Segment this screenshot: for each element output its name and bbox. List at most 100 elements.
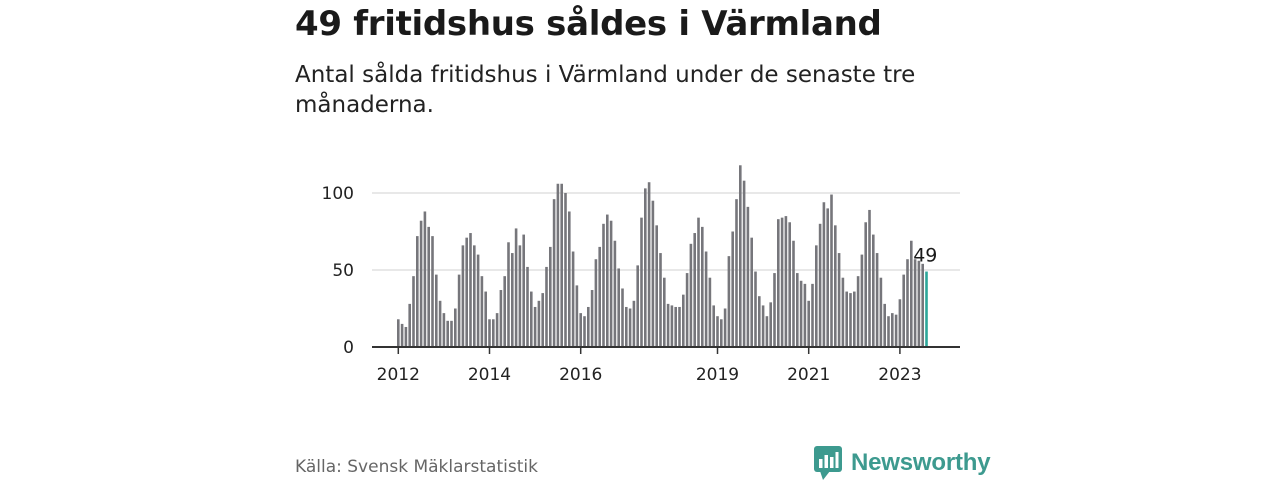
bar [883,303,886,347]
bar [602,223,605,347]
bar [917,260,921,347]
bar [552,199,556,347]
brand-name: Newsworthy [851,449,991,476]
bar [670,305,674,347]
bar-chart-speech-bubble-icon [814,446,842,480]
bar [457,274,461,347]
bar [416,236,419,347]
bar [826,208,829,347]
bar [404,326,408,347]
bar [621,288,624,347]
bar [480,276,484,347]
bar [689,243,693,347]
bar [902,274,905,347]
bar [617,268,620,347]
bar [735,199,738,347]
bar [815,245,818,347]
bar [784,216,788,347]
bar [427,226,430,347]
bar [803,283,807,347]
bar [514,228,518,347]
bar [419,220,423,347]
x-tick-label: 2021 [787,365,830,385]
bar [716,316,719,347]
bar [609,220,613,347]
bar [560,183,563,347]
bar [594,259,598,347]
bar [868,209,871,347]
bar [533,306,537,347]
bar [628,308,632,347]
bar [750,237,753,347]
bar [606,214,609,347]
bar [841,277,845,347]
bar [590,290,594,347]
bar [651,200,655,347]
bar [758,296,761,347]
bar [598,246,601,347]
bar [811,283,814,347]
bar [518,245,522,347]
bar [571,251,575,347]
y-tick-label: 0 [343,338,354,358]
bar [712,305,715,347]
bar [693,233,696,347]
bar [701,226,704,347]
bar [864,222,867,347]
bar [663,277,666,347]
bar [891,313,894,347]
bar [894,314,898,347]
bar [632,300,636,347]
bar [754,271,757,347]
bar [761,305,765,347]
bar [875,253,879,347]
bar [879,277,883,347]
bar [655,225,658,347]
bar [739,165,742,347]
bar [575,285,579,347]
bar [526,266,529,347]
bar [777,219,780,347]
bar [408,303,411,347]
bar [537,300,541,347]
bar [788,222,791,347]
x-tick-label: 2016 [559,365,602,385]
bar [549,246,552,347]
x-axis-ticks: 2012 2014 2016 2019 2021 2023 [377,347,922,385]
bar [674,306,677,347]
bars [397,165,928,347]
x-tick-label: 2012 [377,365,420,385]
newsworthy-logo[interactable]: Newsworthy [814,446,991,480]
bar [727,256,731,347]
bar [807,300,810,347]
bar [473,245,476,347]
bar [400,323,404,347]
x-tick-label: 2014 [468,365,511,385]
bar [579,313,582,347]
bar [397,319,400,347]
chart-title: 49 fritidshus såldes i Värmland [295,4,882,44]
bar [906,259,909,347]
bar [723,308,727,347]
bar [910,240,913,347]
bar [659,253,662,347]
bar [587,306,590,347]
bar [636,265,639,347]
bar [484,291,487,347]
bar [818,223,822,347]
bar [682,294,685,347]
bar [511,253,514,347]
bar [780,217,784,347]
bar [613,240,617,347]
bar [435,274,438,347]
bar [465,237,468,347]
bar [830,194,833,347]
bar [769,302,772,347]
bar [438,300,442,347]
bar [742,180,746,347]
bar [773,273,776,347]
bar [488,319,491,347]
bar [837,253,841,347]
bar [913,259,917,347]
bar [822,202,826,347]
